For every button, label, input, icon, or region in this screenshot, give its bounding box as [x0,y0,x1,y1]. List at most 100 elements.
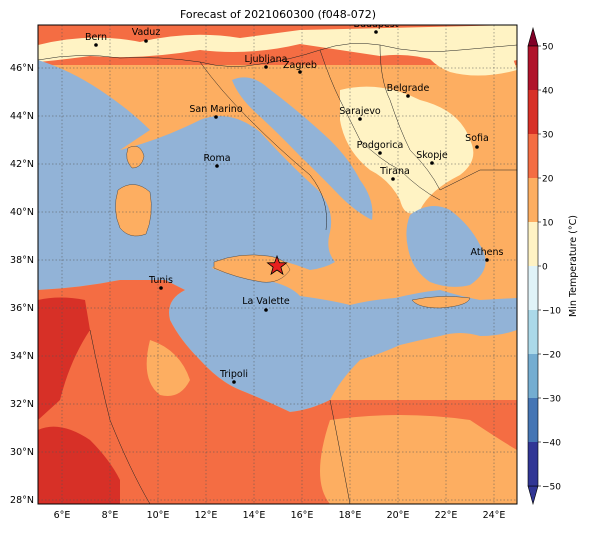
city-dot [391,177,395,181]
figure-title: Forecast of 2021060300 (f048-072) [180,8,376,21]
alps-cool-zone [38,30,300,62]
colorbar-segment [528,442,538,486]
colorbar-tick-label: −40 [542,439,561,449]
city-dot [298,70,302,74]
lon-label: 6°E [54,510,71,521]
city-label-sarajevo: Sarajevo [339,106,381,117]
city-dot [430,161,434,165]
lon-label: 20°E [387,510,410,521]
ligurian-sea [38,60,150,150]
lon-label: 14°E [243,510,266,521]
city-dot [214,115,218,119]
lat-label: 28°N [10,495,34,506]
colorbar-tick-label: −30 [542,395,561,405]
sardinia [115,184,152,237]
colorbar-tick-label: 40 [542,87,554,97]
lat-label: 32°N [10,399,34,410]
country-borders [38,43,517,504]
location-star-marker [266,254,288,276]
colorbar-tick-label: 10 [542,219,554,229]
colorbar-tick-label: −50 [542,483,561,493]
city-label-skopje: Skopje [416,150,448,161]
lat-label: 38°N [10,255,34,266]
atlas-hot-zone [38,297,90,420]
lat-label: 36°N [10,303,34,314]
colorbar-tick-label: −10 [542,307,561,317]
colorbar-tick-label: 50 [542,43,554,53]
lon-label: 24°E [483,510,506,521]
lon-label: 18°E [339,510,362,521]
city-label-tripoli: Tripoli [219,369,248,380]
city-dot [159,286,163,290]
city-dot [264,308,268,312]
lon-label: 8°E [102,510,119,521]
colorbar-bottom-arrow [527,485,539,506]
city-label-bern: Bern [85,32,107,43]
sicily [213,254,291,283]
sahara-hot-zone [38,426,120,504]
city-dot [378,151,382,155]
city-label-budapest: Budapest [354,19,399,30]
colorbar: 50 40 30 20 10 0 −10 −20 −30 −40 −50 [527,26,561,506]
colorbar-segment [528,46,538,90]
lat-label: 44°N [10,111,34,122]
cities: Bern Vaduz Budapest Ljubljana Zagreb Bel… [85,19,504,384]
city-dot [475,145,479,149]
colorbar-top-arrow [527,26,539,47]
city-label-belgrade: Belgrade [387,83,430,94]
city-dot [406,94,410,98]
east-cool-zone [420,38,517,76]
city-dot [94,43,98,47]
libya-mild-zone [146,340,190,396]
egypt-mild-zone [320,415,517,504]
lon-label: 22°E [435,510,458,521]
colorbar-segment [528,398,538,442]
colorbar-segment [528,354,538,398]
colorbar-segment [528,310,538,354]
lat-label: 42°N [10,159,34,170]
lat-label: 30°N [10,447,34,458]
colorbar-tick-label: 30 [542,131,554,141]
lon-label: 16°E [291,510,314,521]
colorbar-segment [528,178,538,222]
city-label-zagreb: Zagreb [283,60,317,71]
city-label-tunis: Tunis [148,275,173,286]
colorbar-segment [528,90,538,134]
city-dot [215,164,219,168]
city-label-sofia: Sofia [465,133,489,144]
lon-axis: 6°E 8°E 10°E 12°E 14°E 16°E 18°E 20°E 22… [54,510,506,521]
city-dot [264,65,268,69]
city-dot [358,117,362,121]
city-label-athens: Athens [471,247,504,258]
city-label-san-marino: San Marino [189,104,242,115]
colorbar-tick-label: 20 [542,175,554,185]
graticule [38,25,517,504]
city-label-ljubljana: Ljubljana [245,54,288,65]
crete [411,296,471,309]
map-area: Bern Vaduz Budapest Ljubljana Zagreb Bel… [38,19,517,504]
colorbar-segment [528,134,538,178]
city-label-vaduz: Vaduz [132,27,161,38]
city-dot [485,258,489,262]
colorbar-tick-label: 0 [542,263,548,273]
colorbar-label: Min Temperature (°C) [568,215,579,317]
city-dot [232,380,236,384]
lat-label: 40°N [10,207,34,218]
colorbar-segment [528,222,538,266]
corsica [126,146,145,169]
city-dot [374,30,378,34]
city-label-la-valette: La Valette [242,296,290,307]
lon-label: 10°E [147,510,170,521]
city-dot [144,39,148,43]
colorbar-tick-label: −20 [542,351,561,361]
lat-axis: 46°N 44°N 42°N 40°N 38°N 36°N 34°N 32°N … [10,63,34,506]
lat-label: 34°N [10,351,34,362]
colorbar-segment [528,266,538,310]
city-label-roma: Roma [203,153,230,164]
lon-label: 12°E [195,510,218,521]
city-label-tirana: Tirana [379,166,410,177]
lat-label: 46°N [10,63,34,74]
map-frame [37,24,518,505]
balkan-cool-zone [340,86,474,214]
